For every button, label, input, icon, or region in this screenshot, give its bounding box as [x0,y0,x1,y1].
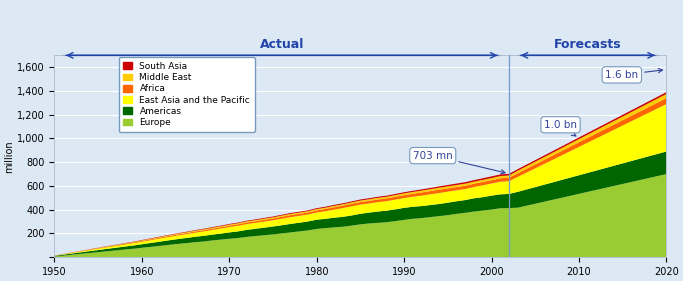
Text: Actual: Actual [260,38,304,51]
Text: 1.6 bn: 1.6 bn [605,69,663,80]
Legend: South Asia, Middle East, Africa, East Asia and the Pacific, Americas, Europe: South Asia, Middle East, Africa, East As… [119,57,255,132]
Y-axis label: million: million [4,140,14,173]
Text: 703 mn: 703 mn [413,151,505,174]
Text: Forecasts: Forecasts [554,38,622,51]
Text: 1.0 bn: 1.0 bn [544,120,577,136]
